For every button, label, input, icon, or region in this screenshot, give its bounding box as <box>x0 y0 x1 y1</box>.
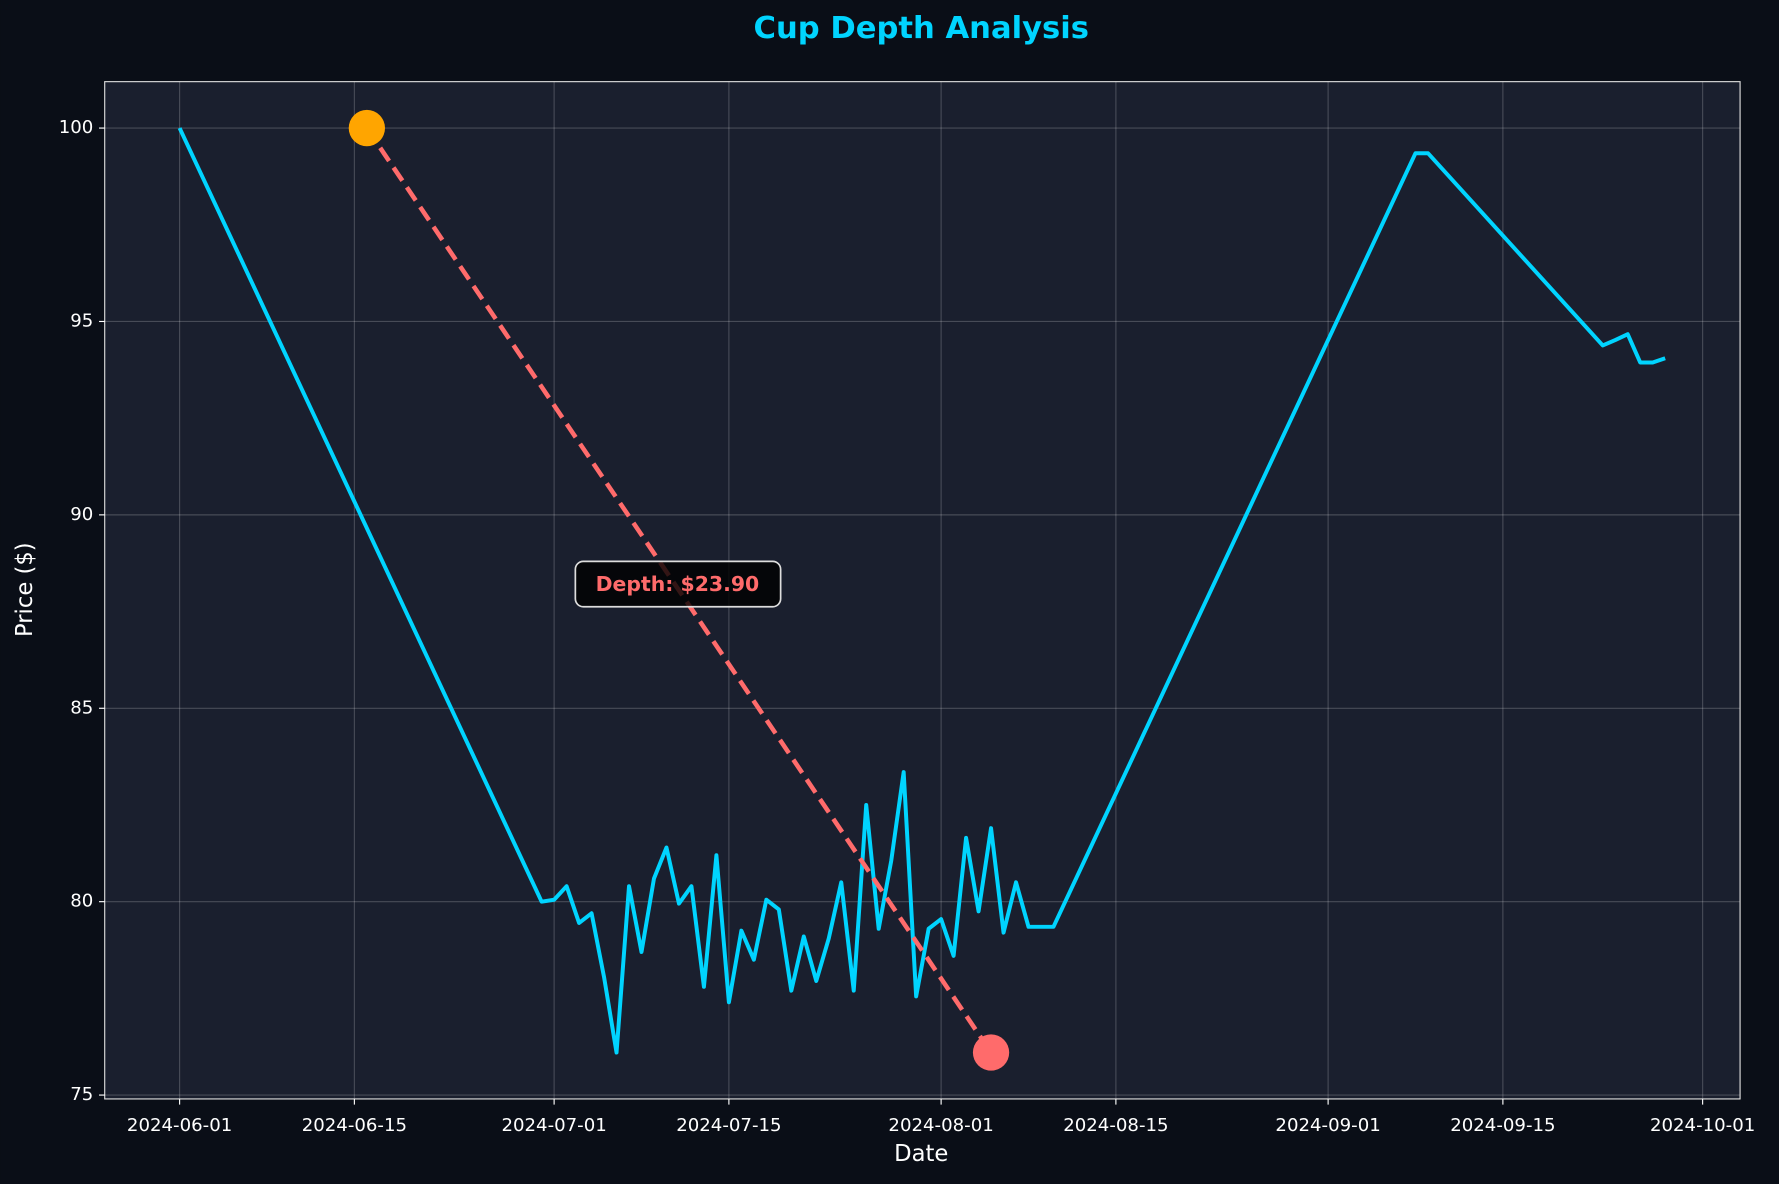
y-tick-label: 75 <box>70 1084 93 1105</box>
y-tick-label: 95 <box>70 310 93 331</box>
trough-marker <box>972 1034 1010 1071</box>
x-tick-label: 2024-07-01 <box>501 1115 606 1136</box>
chart-title: Cup Depth Analysis <box>754 11 1090 46</box>
x-tick-label: 2024-07-15 <box>676 1115 781 1136</box>
x-tick-label: 2024-06-15 <box>302 1115 407 1136</box>
peak-marker <box>348 109 386 147</box>
annotation: Depth: $23.90 <box>596 572 760 596</box>
plot-area <box>104 81 1741 1100</box>
y-tick-label: 80 <box>70 891 93 912</box>
y-tick-label: 100 <box>59 117 94 138</box>
x-tick-label: 2024-08-15 <box>1063 1115 1168 1136</box>
x-tick-label: 2024-10-01 <box>1650 1115 1755 1136</box>
x-tick-label: 2024-08-01 <box>888 1115 993 1136</box>
y-tick-label: 85 <box>70 697 93 718</box>
price-line <box>177 127 1666 1055</box>
x-tick-label: 2024-09-01 <box>1275 1115 1380 1136</box>
y-tick-label: 90 <box>70 504 93 525</box>
x-axis-label: Date <box>894 1141 948 1167</box>
x-tick-label: 2024-09-15 <box>1450 1115 1555 1136</box>
x-tick-label: 2024-06-01 <box>127 1115 232 1136</box>
annotation-box <box>574 560 782 608</box>
y-axis-label: Price ($) <box>12 542 38 637</box>
